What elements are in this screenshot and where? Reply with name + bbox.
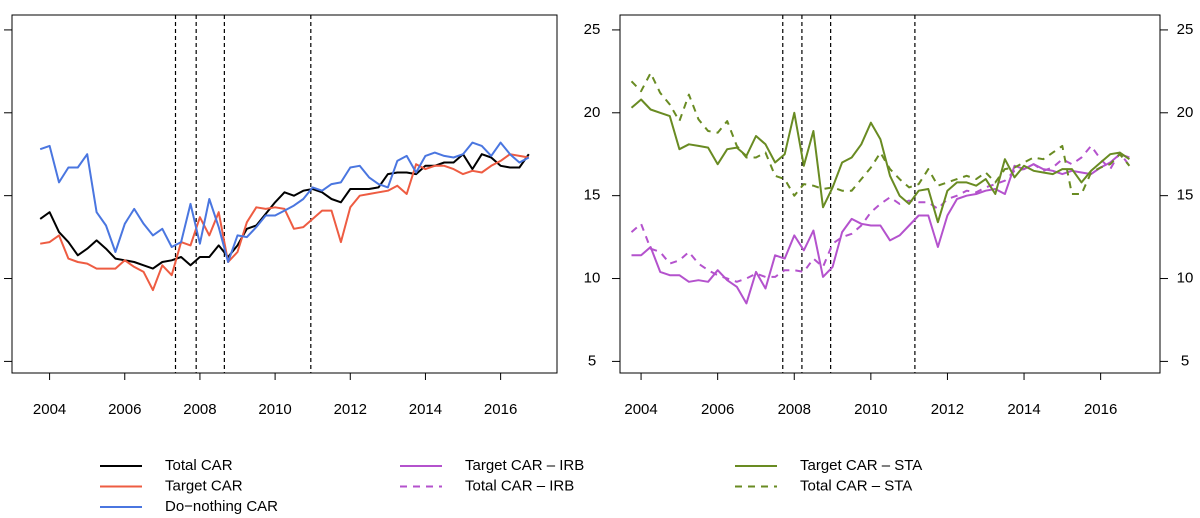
series-line bbox=[630, 144, 1131, 283]
x-tick-label: 2004 bbox=[33, 401, 66, 418]
x-tick-label: 2006 bbox=[701, 401, 734, 418]
x-tick-label: 2014 bbox=[1007, 401, 1040, 418]
y-tick-label: 25 bbox=[1177, 21, 1194, 38]
legend-label: Do−nothing CAR bbox=[165, 498, 278, 515]
series-line bbox=[39, 141, 530, 263]
legend-label: Total CAR – IRB bbox=[465, 477, 574, 494]
legend-label: Target CAR – STA bbox=[800, 457, 922, 474]
y-tick-label: 5 bbox=[588, 352, 596, 369]
series-line bbox=[630, 98, 1130, 224]
legend-label: Target CAR – IRB bbox=[465, 457, 584, 474]
plot-frame bbox=[11, 14, 558, 374]
legend-label: Total CAR bbox=[165, 457, 233, 474]
y-tick-label: 25 bbox=[584, 21, 601, 38]
x-tick-label: 2008 bbox=[778, 401, 811, 418]
x-tick-label: 2010 bbox=[854, 401, 887, 418]
y-tick-label: 15 bbox=[584, 187, 601, 204]
x-tick-label: 2006 bbox=[108, 401, 141, 418]
x-tick-label: 2012 bbox=[334, 401, 367, 418]
x-tick-label: 2014 bbox=[409, 401, 442, 418]
y-tick-label: 15 bbox=[1177, 187, 1194, 204]
x-tick-label: 2010 bbox=[258, 401, 291, 418]
legend-label: Total CAR – STA bbox=[800, 477, 912, 494]
legend-label: Target CAR bbox=[165, 477, 243, 494]
y-tick-label: 20 bbox=[1177, 104, 1194, 121]
y-tick-label: 20 bbox=[584, 104, 601, 121]
series-line bbox=[630, 72, 1131, 197]
series-line bbox=[40, 153, 529, 292]
x-tick-label: 2016 bbox=[484, 401, 517, 418]
y-tick-label: 10 bbox=[1177, 269, 1194, 286]
x-tick-label: 2004 bbox=[624, 401, 657, 418]
y-tick-label: 10 bbox=[584, 269, 601, 286]
plot-frame bbox=[619, 14, 1161, 374]
series-line bbox=[39, 153, 530, 270]
y-tick-label: 5 bbox=[1181, 352, 1189, 369]
x-tick-label: 2012 bbox=[931, 401, 964, 418]
x-tick-label: 2008 bbox=[183, 401, 216, 418]
series-line bbox=[631, 153, 1130, 305]
x-tick-label: 2016 bbox=[1084, 401, 1117, 418]
